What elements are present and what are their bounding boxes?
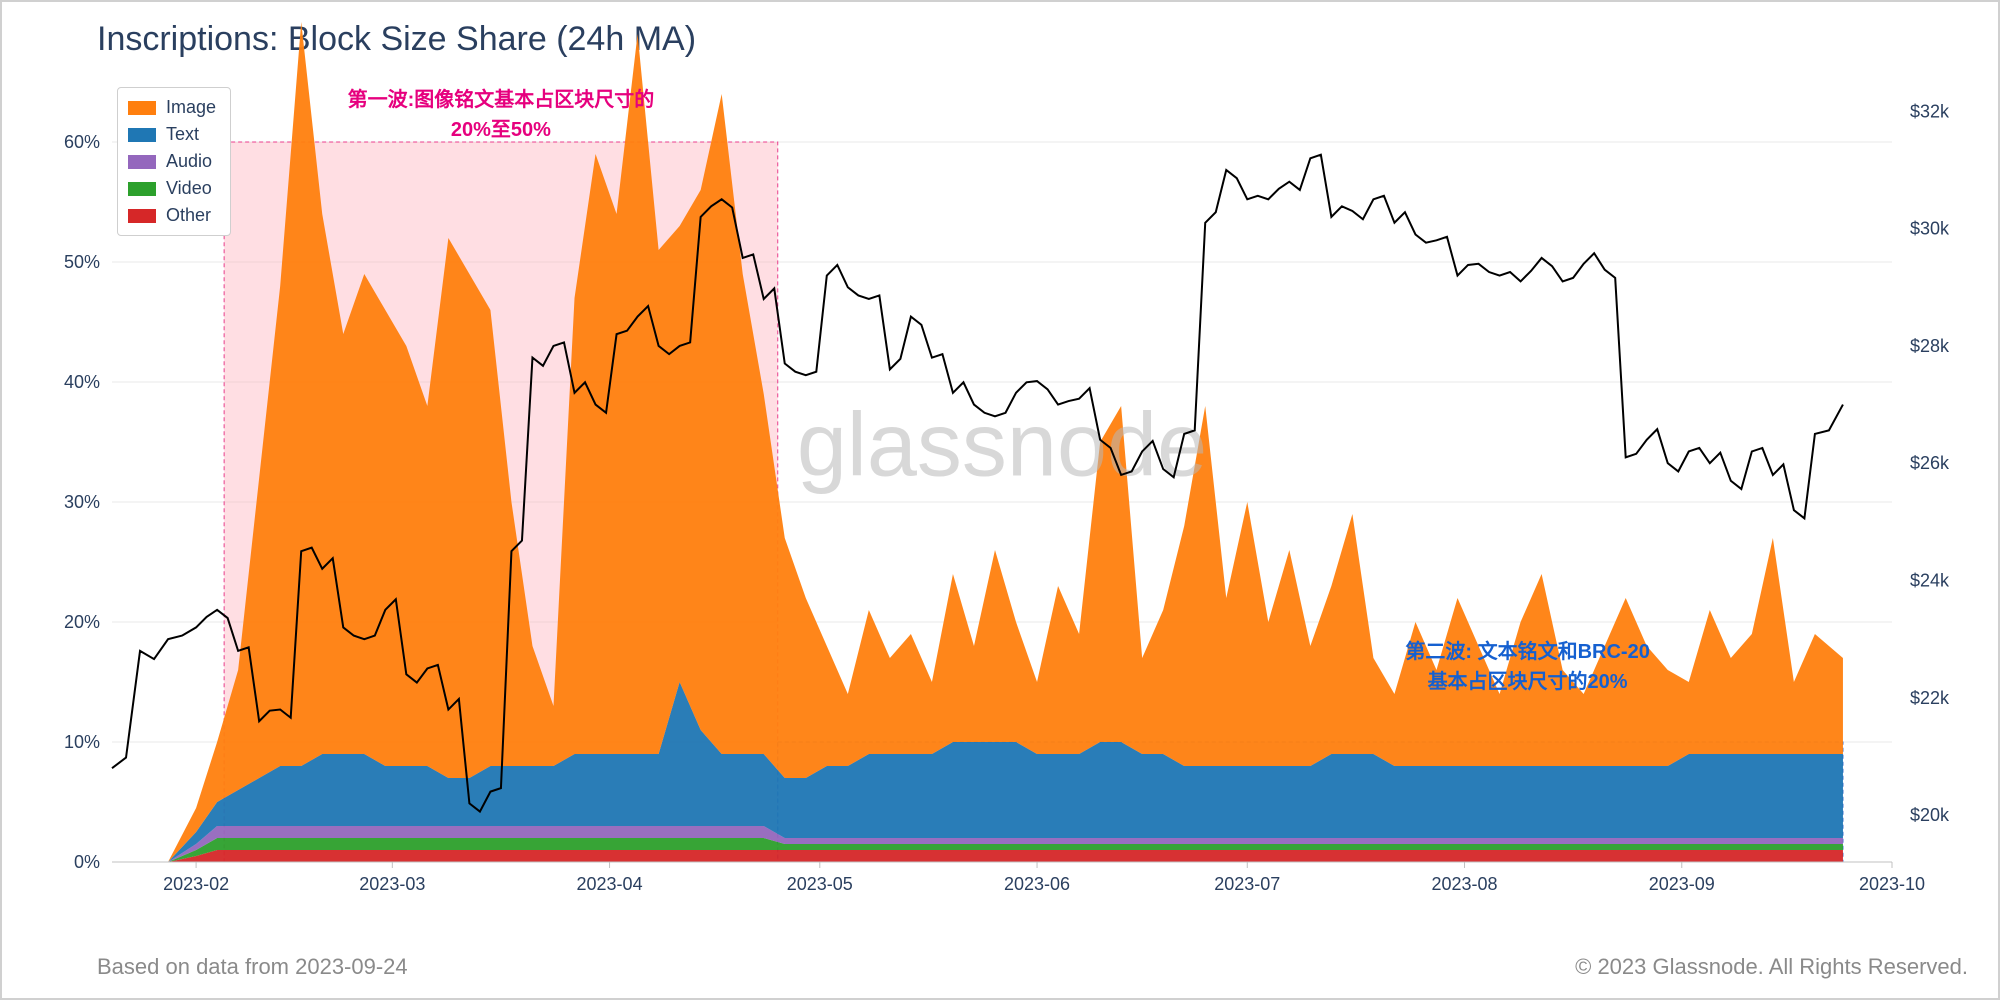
svg-text:$28k: $28k — [1910, 336, 1950, 356]
legend-label: Audio — [166, 148, 212, 175]
svg-text:2023-05: 2023-05 — [787, 874, 853, 894]
plot-area: 0%10%20%30%40%50%60%$20k$22k$24k$26k$28k… — [112, 82, 1892, 902]
svg-text:2023-06: 2023-06 — [1004, 874, 1070, 894]
svg-text:基本占区块尺寸的20%: 基本占区块尺寸的20% — [1428, 669, 1628, 693]
svg-text:$26k: $26k — [1910, 453, 1950, 473]
chart-title: Inscriptions: Block Size Share (24h MA) — [97, 20, 696, 59]
svg-text:10%: 10% — [64, 732, 100, 752]
legend-label: Image — [166, 94, 216, 121]
legend-item-image[interactable]: Image — [128, 94, 216, 121]
svg-text:2023-02: 2023-02 — [163, 874, 229, 894]
legend-swatch — [128, 101, 156, 115]
svg-text:20%: 20% — [64, 612, 100, 632]
legend-label: Text — [166, 121, 199, 148]
legend-item-other[interactable]: Other — [128, 202, 216, 229]
svg-text:30%: 30% — [64, 492, 100, 512]
footer-copyright: © 2023 Glassnode. All Rights Reserved. — [1575, 954, 1968, 980]
svg-text:2023-10: 2023-10 — [1859, 874, 1925, 894]
svg-text:$30k: $30k — [1910, 219, 1950, 239]
svg-text:$24k: $24k — [1910, 570, 1950, 590]
footer-data-source: Based on data from 2023-09-24 — [97, 954, 408, 980]
svg-text:20%至50%: 20%至50% — [451, 119, 551, 141]
legend-swatch — [128, 128, 156, 142]
legend-swatch — [128, 209, 156, 223]
svg-text:$20k: $20k — [1910, 805, 1950, 825]
legend-item-text[interactable]: Text — [128, 121, 216, 148]
svg-text:$32k: $32k — [1910, 101, 1950, 121]
svg-text:2023-04: 2023-04 — [577, 874, 643, 894]
svg-text:40%: 40% — [64, 372, 100, 392]
svg-text:$22k: $22k — [1910, 688, 1950, 708]
legend-item-video[interactable]: Video — [128, 175, 216, 202]
svg-text:第二波: 文本铭文和BRC-20: 第二波: 文本铭文和BRC-20 — [1405, 639, 1649, 663]
svg-text:2023-08: 2023-08 — [1431, 874, 1497, 894]
svg-text:0%: 0% — [74, 852, 100, 872]
svg-text:2023-09: 2023-09 — [1649, 874, 1715, 894]
svg-text:2023-07: 2023-07 — [1214, 874, 1280, 894]
svg-text:glassnode: glassnode — [797, 396, 1207, 496]
legend-label: Other — [166, 202, 211, 229]
svg-text:2023-03: 2023-03 — [359, 874, 425, 894]
legend-item-audio[interactable]: Audio — [128, 148, 216, 175]
legend-label: Video — [166, 175, 212, 202]
legend: ImageTextAudioVideoOther — [117, 87, 231, 236]
svg-text:60%: 60% — [64, 132, 100, 152]
legend-swatch — [128, 182, 156, 196]
legend-swatch — [128, 155, 156, 169]
svg-text:50%: 50% — [64, 252, 100, 272]
svg-text:第一波:图像铭文基本占区块尺寸的: 第一波:图像铭文基本占区块尺寸的 — [348, 87, 655, 111]
chart-svg: 0%10%20%30%40%50%60%$20k$22k$24k$26k$28k… — [112, 82, 1892, 902]
chart-frame: Inscriptions: Block Size Share (24h MA) … — [0, 0, 2000, 1000]
